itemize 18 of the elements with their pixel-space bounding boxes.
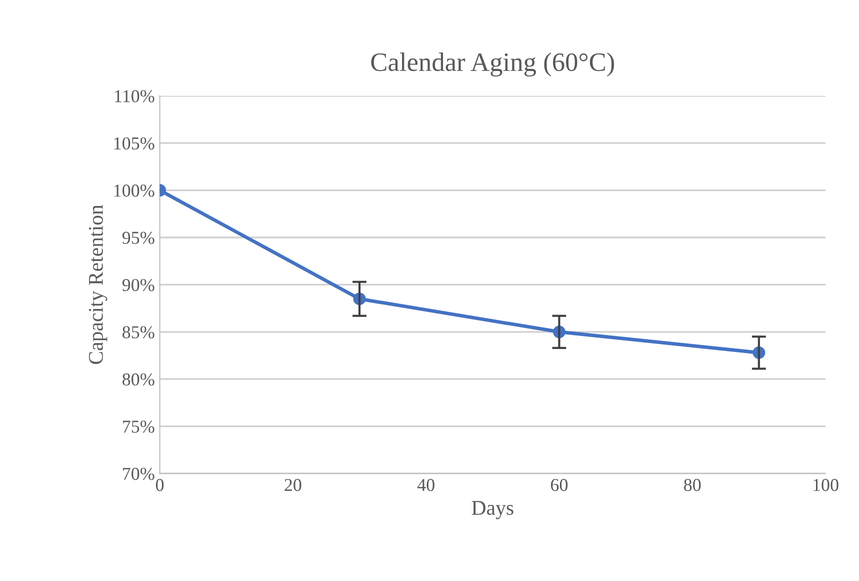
y-tick-label: 105% [114, 137, 154, 150]
y-axis-title: Capacity Retention [88, 204, 108, 364]
y-tick-label: 75% [123, 420, 154, 433]
x-tick-label: 100 [814, 478, 838, 492]
y-tick-label: 90% [122, 278, 154, 292]
y-tick-label: 100% [114, 184, 154, 197]
x-tick-label: 60 [550, 478, 568, 492]
x-tick-label: 40 [417, 478, 434, 492]
x-tick-label: 0 [156, 478, 164, 492]
y-tick-label: 95% [122, 232, 154, 244]
x-tick-label: 20 [284, 478, 302, 492]
y-tick-label: 110% [115, 90, 154, 102]
y-tick-label: 85% [122, 326, 154, 338]
y-tick-label: 70% [123, 468, 154, 480]
x-axis-title: Days [472, 501, 514, 520]
chart-title: Calendar Aging (60°C) [371, 52, 614, 77]
x-tick-label: 80 [684, 478, 701, 492]
y-tick-label: 80% [122, 373, 154, 386]
